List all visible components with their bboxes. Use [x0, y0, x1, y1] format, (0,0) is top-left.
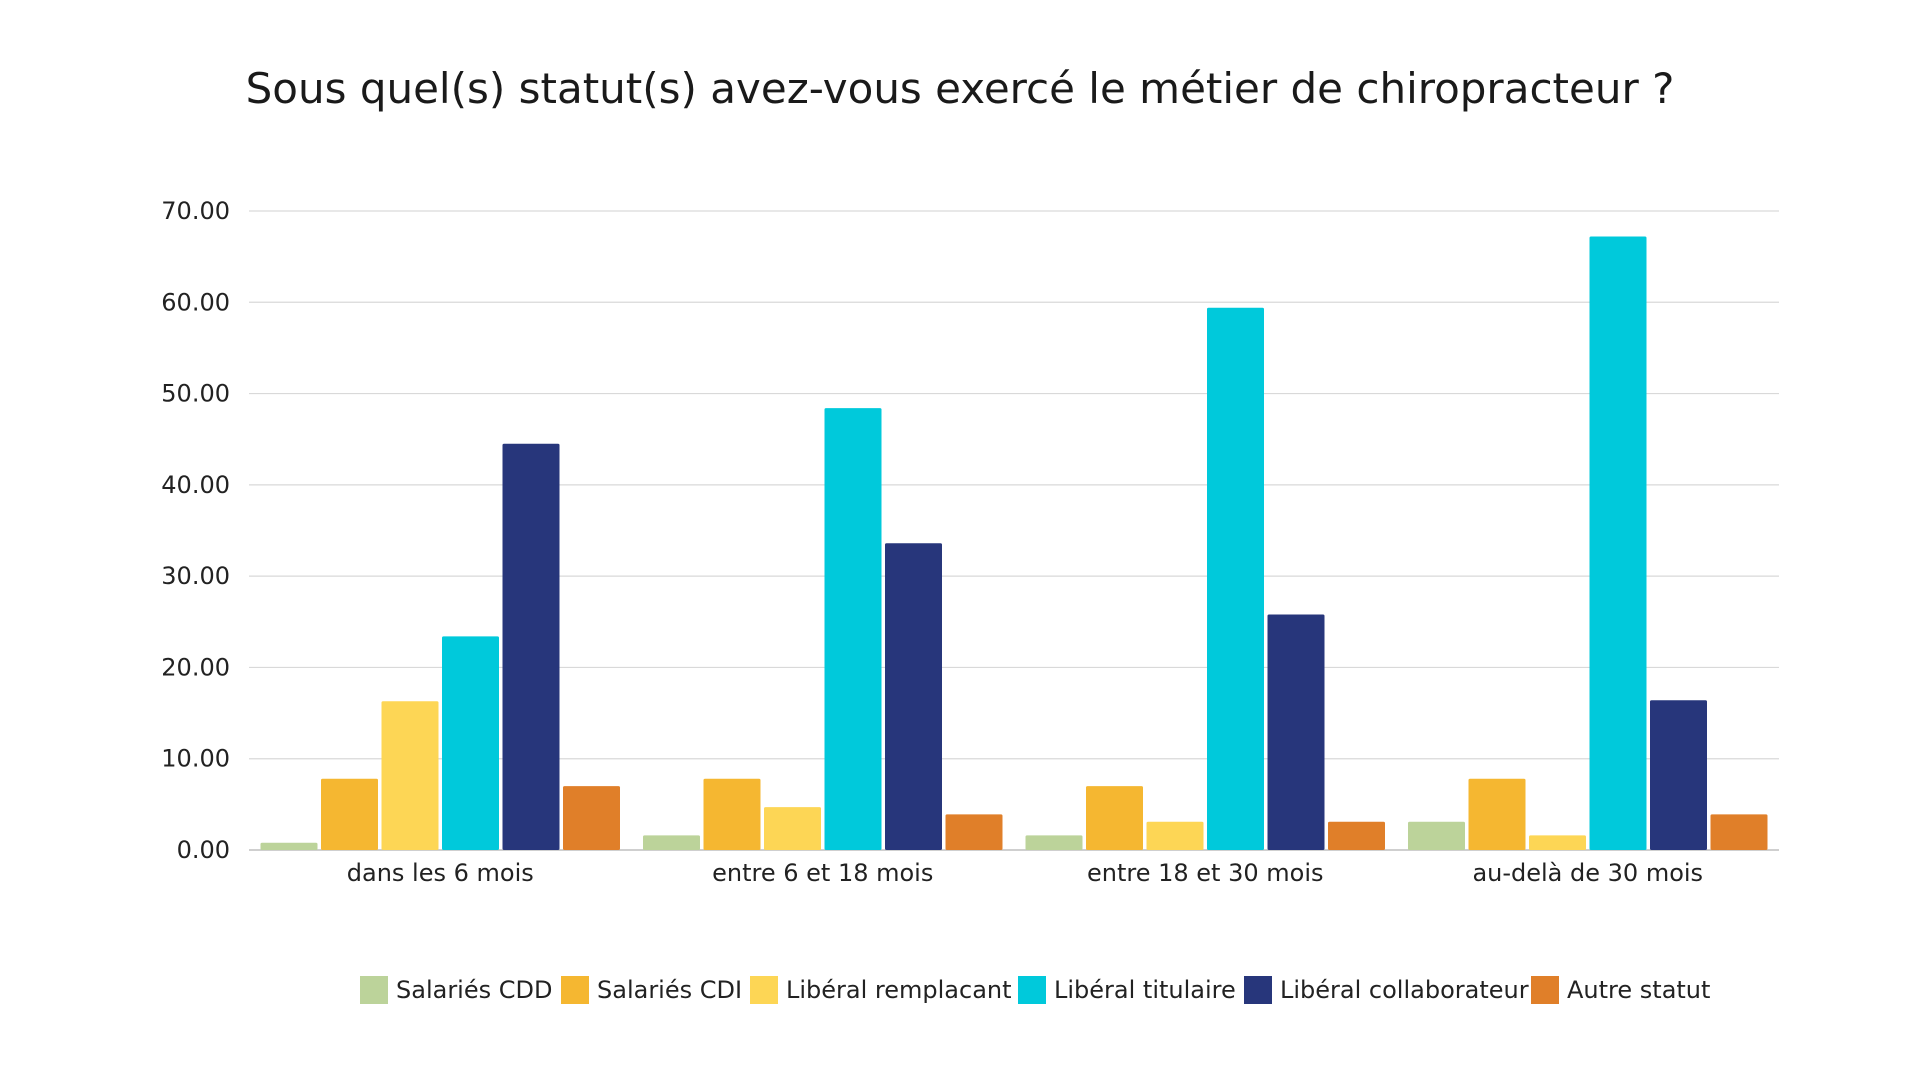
- bar: [1529, 835, 1586, 850]
- bar: [764, 807, 821, 850]
- bar: [381, 701, 439, 850]
- legend-swatch: [360, 976, 388, 1004]
- bar: [945, 814, 1003, 850]
- legend-label: Libéral remplacant: [786, 976, 1012, 1004]
- bar: [1468, 778, 1526, 850]
- legend: Salariés CDD Salariés CDI Libéral remplaca…: [360, 976, 1710, 1004]
- y-tick-label: 60.00: [161, 288, 230, 316]
- legend-label: Salariés CDI: [597, 976, 742, 1004]
- y-tick-label: 0.00: [177, 836, 230, 864]
- bar: [502, 443, 560, 850]
- y-tick-label: 10.00: [161, 745, 230, 773]
- bar: [1650, 700, 1707, 850]
- bar: [1267, 614, 1325, 850]
- y-tick-label: 50.00: [161, 380, 230, 408]
- bar: [1589, 236, 1647, 850]
- bar: [643, 835, 700, 850]
- x-tick-label: entre 6 et 18 mois: [712, 859, 933, 887]
- y-tick-label: 20.00: [161, 653, 230, 681]
- x-axis-tick-labels: dans les 6 mois entre 6 et 18 mois entre 1…: [347, 859, 1703, 887]
- bar: [321, 778, 378, 850]
- y-tick-label: 40.00: [161, 471, 230, 499]
- bars: [260, 236, 1768, 851]
- y-tick-label: 30.00: [161, 562, 230, 590]
- bar: [1146, 821, 1204, 850]
- legend-swatch: [1018, 976, 1046, 1004]
- x-tick-label: entre 18 et 30 mois: [1087, 859, 1324, 887]
- y-tick-label: 70.00: [161, 197, 230, 225]
- legend-label: Autre statut: [1567, 976, 1710, 1004]
- legend-swatch: [1244, 976, 1272, 1004]
- bar: [563, 786, 620, 850]
- bar: [703, 778, 761, 850]
- bar: [260, 842, 318, 850]
- x-tick-label: au-delà de 30 mois: [1472, 859, 1703, 887]
- legend-swatch: [561, 976, 589, 1004]
- x-tick-label: dans les 6 mois: [347, 859, 534, 887]
- bar: [1408, 821, 1465, 850]
- y-axis-tick-labels: 0.00 10.00 20.00 30.00 40.00 50.00 60.00 70.00: [161, 197, 230, 864]
- legend-swatch: [750, 976, 778, 1004]
- bar: [824, 408, 882, 850]
- bar: [1710, 814, 1768, 850]
- legend-label: Salariés CDD: [396, 976, 552, 1004]
- legend-label: Libéral collaborateur: [1280, 976, 1529, 1004]
- bar: [1086, 786, 1143, 850]
- legend-swatch: [1531, 976, 1559, 1004]
- chart-title: Sous quel(s) statut(s) avez-vous exercé …: [246, 64, 1675, 113]
- bar: [1328, 821, 1385, 850]
- bar: [885, 543, 942, 850]
- bar: [1025, 835, 1083, 850]
- bar: [442, 636, 499, 850]
- legend-label: Libéral titulaire: [1054, 976, 1236, 1004]
- bar: [1207, 307, 1264, 851]
